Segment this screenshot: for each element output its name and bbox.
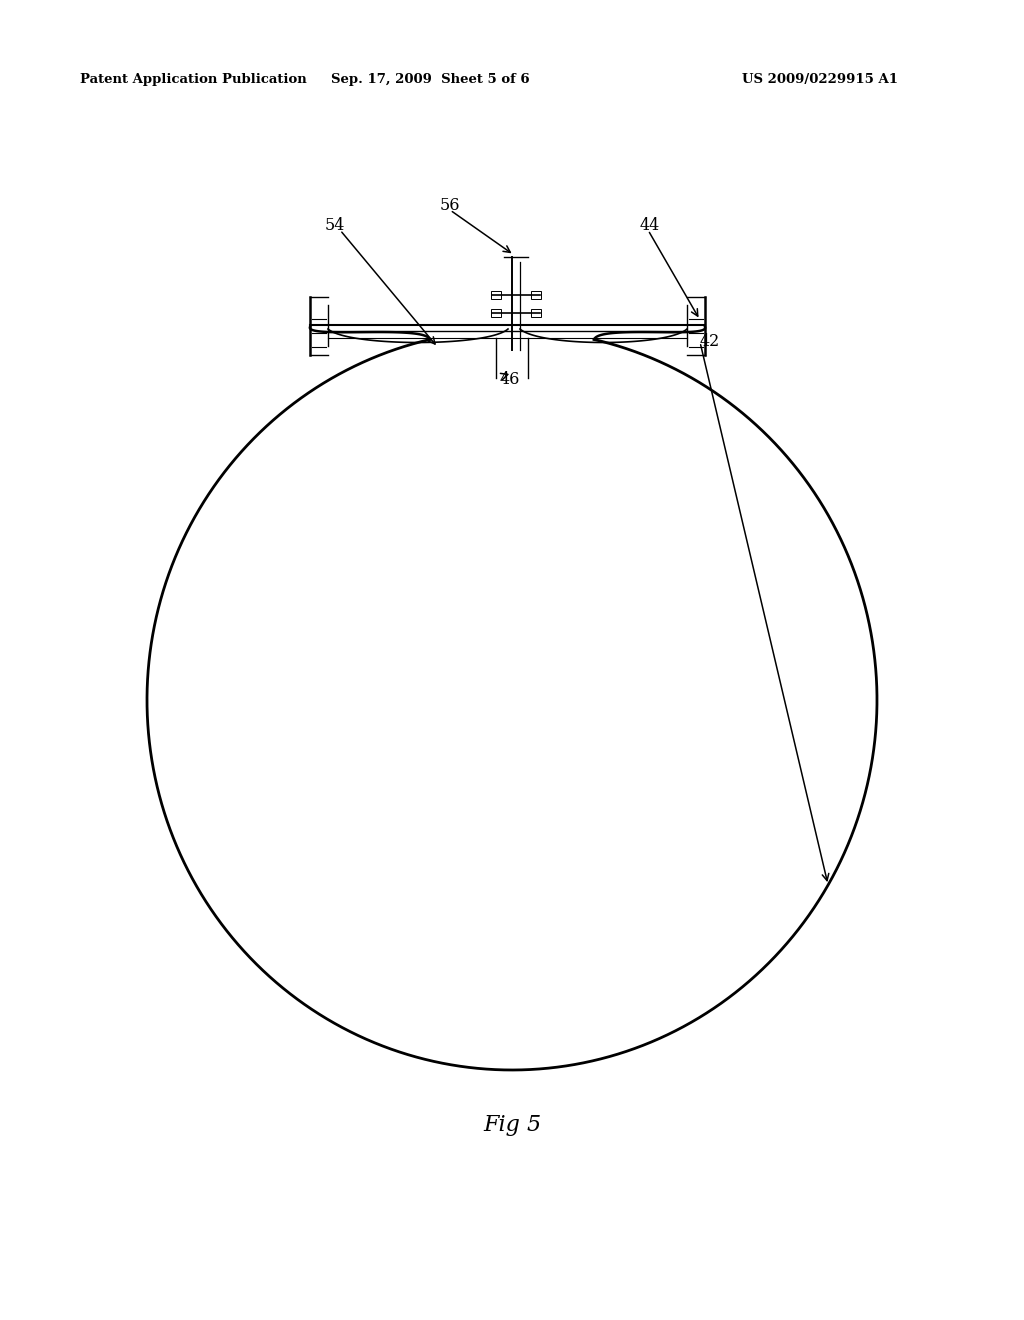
Text: Fig 5: Fig 5 bbox=[483, 1114, 541, 1137]
Text: Sep. 17, 2009  Sheet 5 of 6: Sep. 17, 2009 Sheet 5 of 6 bbox=[331, 74, 529, 87]
Bar bbox=[531, 309, 541, 317]
Bar bbox=[490, 309, 501, 317]
Text: 46: 46 bbox=[500, 371, 520, 388]
Bar bbox=[531, 290, 541, 300]
Text: 54: 54 bbox=[325, 216, 345, 234]
Text: US 2009/0229915 A1: US 2009/0229915 A1 bbox=[742, 74, 898, 87]
Text: 42: 42 bbox=[700, 334, 720, 351]
Text: 56: 56 bbox=[440, 197, 461, 214]
Text: 44: 44 bbox=[640, 216, 660, 234]
Bar bbox=[490, 290, 501, 300]
Text: Patent Application Publication: Patent Application Publication bbox=[80, 74, 307, 87]
